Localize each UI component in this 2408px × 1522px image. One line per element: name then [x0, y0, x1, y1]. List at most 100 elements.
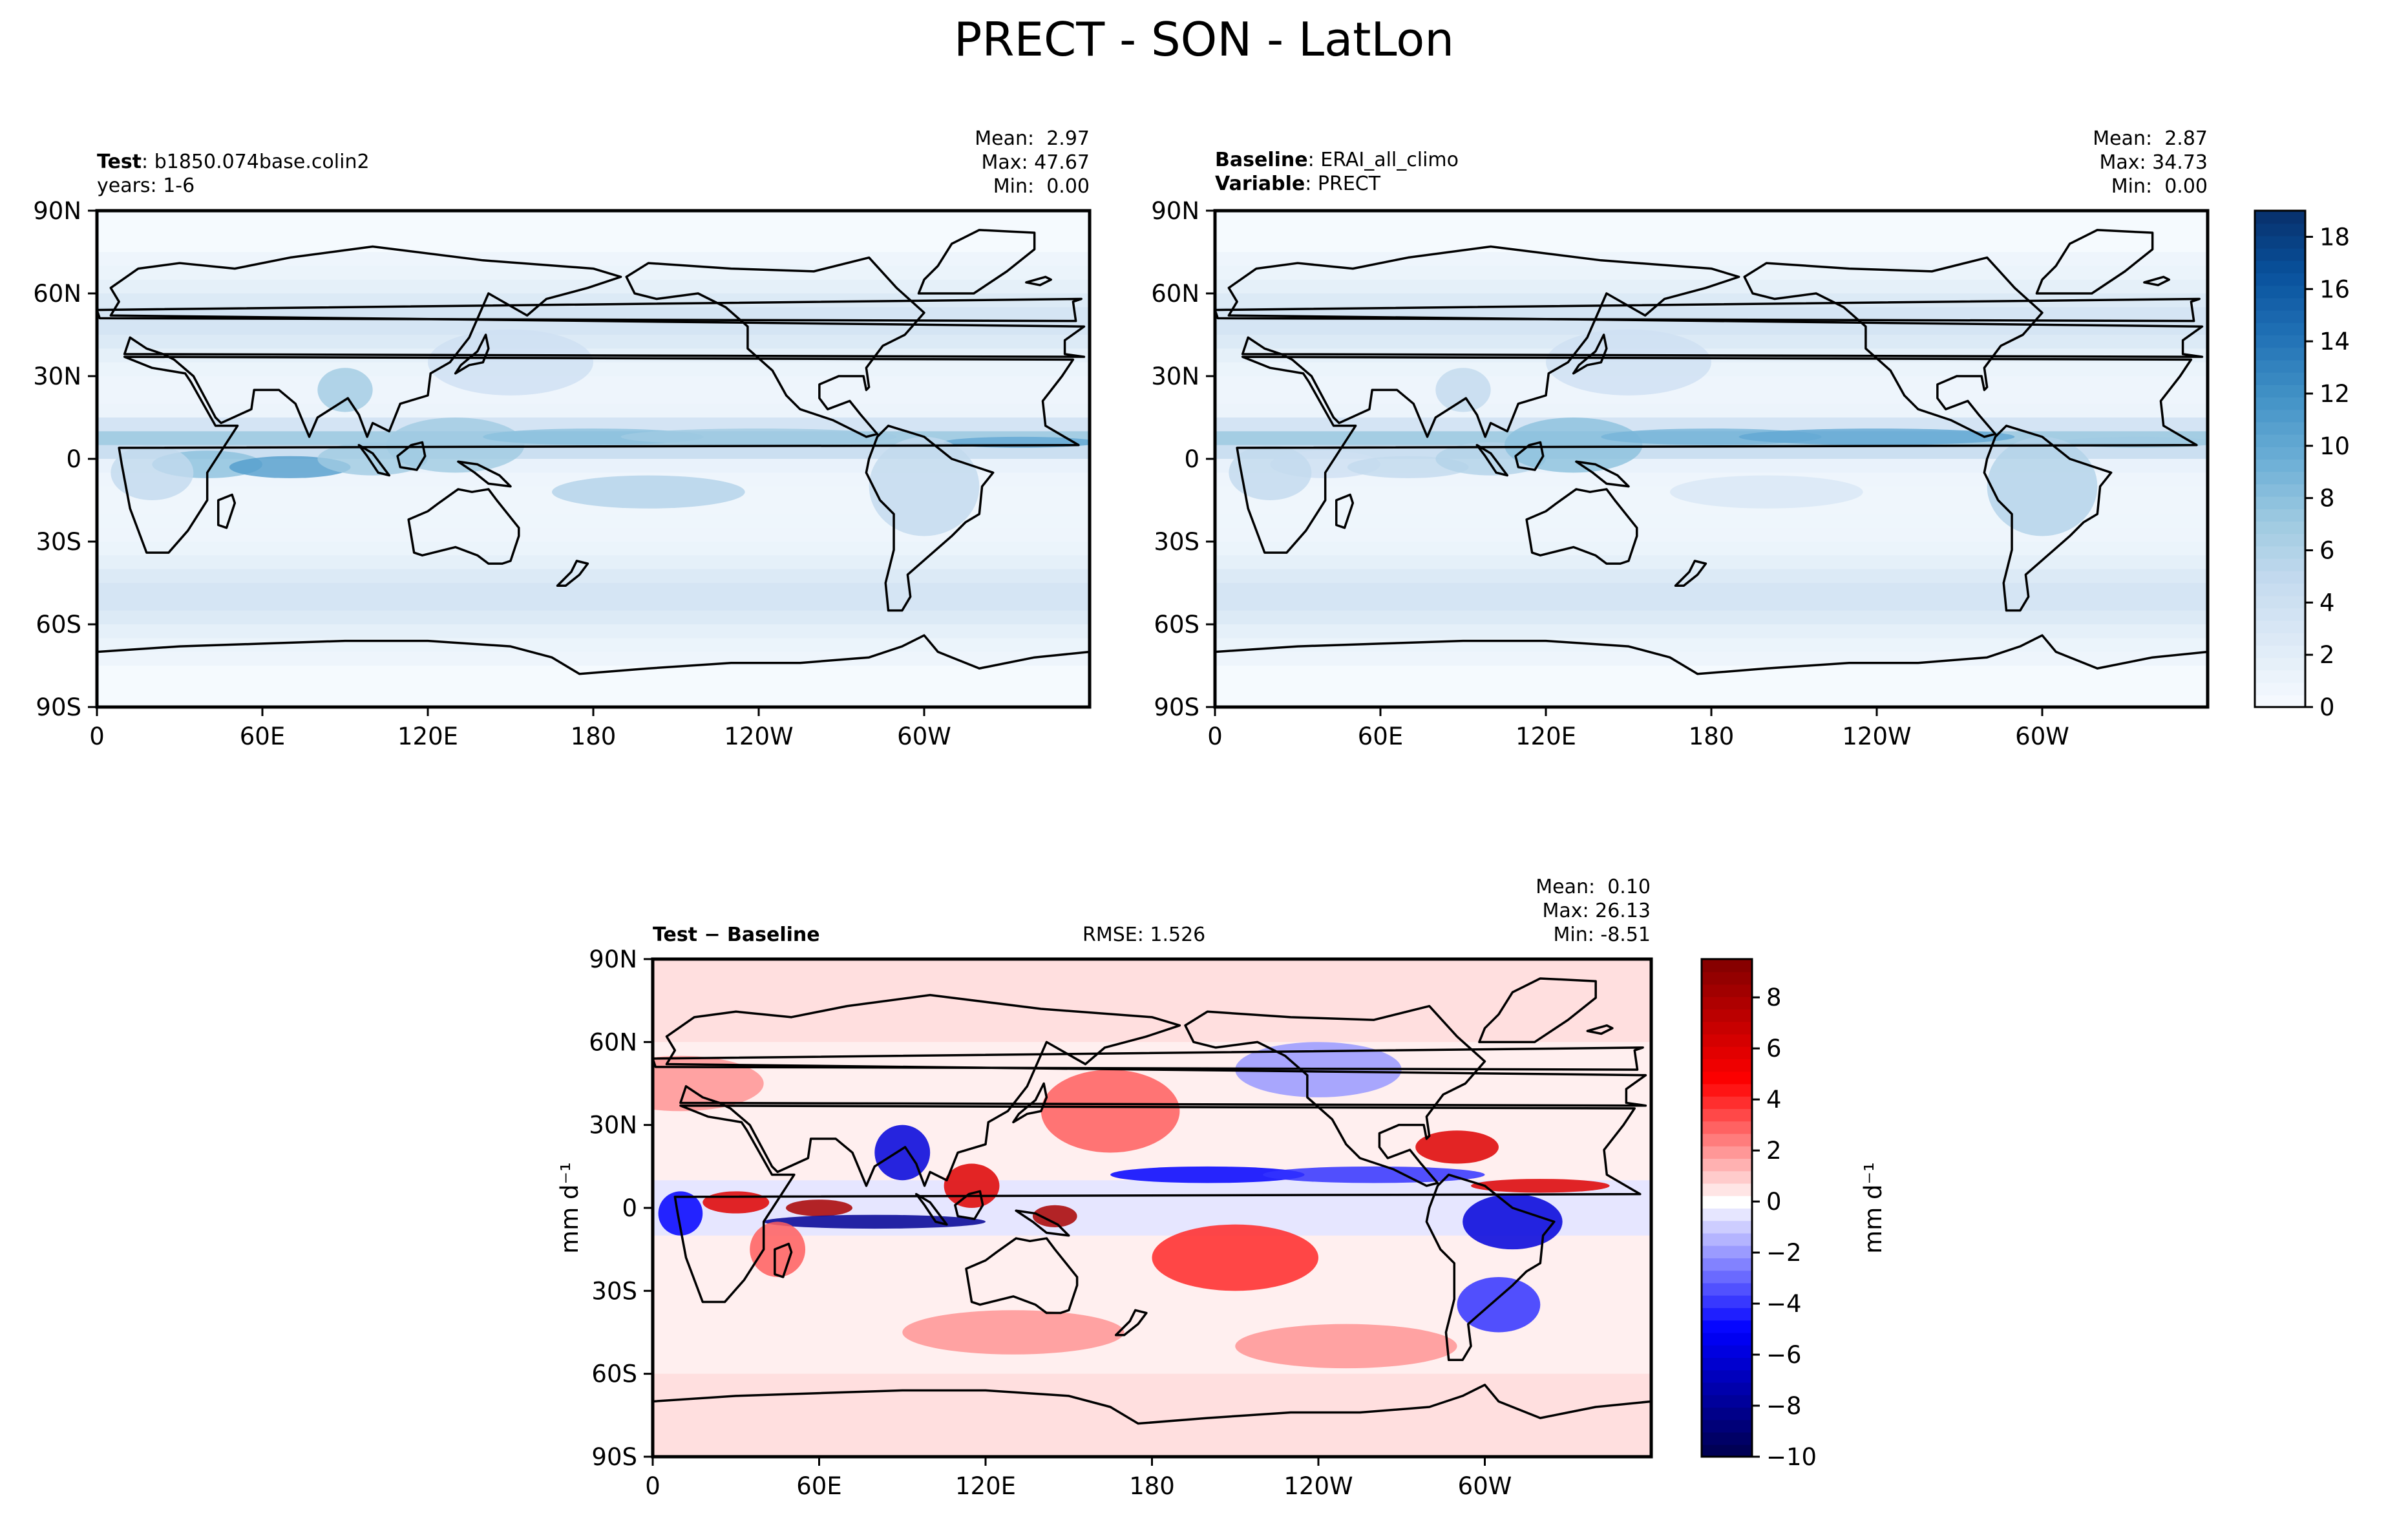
difference-band — [653, 959, 1651, 974]
rmse-label: RMSE: 1.526 — [1083, 924, 1206, 946]
x-tick-label: 120E — [397, 723, 458, 750]
coastline-australia — [0, 1238, 79, 1313]
diff-label: Test − Baseline — [653, 923, 820, 947]
difference-anomaly-blob — [944, 1163, 1000, 1209]
colorbar-step — [1702, 1369, 1752, 1383]
test-band — [97, 569, 1090, 584]
colorbar-tick-label: 0 — [1766, 1188, 1782, 1216]
colorbar-step — [1702, 1344, 1752, 1358]
baseline-band — [1215, 390, 2208, 405]
test-precip-blob — [317, 368, 373, 412]
x-tick-label: 60W — [1458, 1472, 1512, 1500]
baseline-mean: Mean: 2.87 — [2093, 127, 2208, 150]
y-tick-label: 0 — [1184, 445, 1199, 473]
coastline-namerica — [1184, 1004, 1486, 1187]
difference-band — [653, 1042, 1651, 1057]
x-tick-label: 60W — [2015, 723, 2069, 750]
difference-anomaly-blob — [1463, 1194, 1563, 1250]
baseline-band — [1215, 335, 2208, 350]
x-tick-label: 120E — [1516, 723, 1576, 750]
colorbar-step — [2255, 421, 2305, 435]
difference-anomaly-blob — [1415, 1130, 1499, 1164]
colorbar-step — [2255, 248, 2305, 261]
difference-band — [653, 1180, 1651, 1195]
baseline-band — [1215, 362, 2208, 377]
colorbar-step — [2255, 446, 2305, 460]
test-band — [97, 555, 1090, 570]
coastline-namerica — [1743, 256, 2044, 438]
difference-band — [653, 1443, 1651, 1457]
colorbar-step — [2255, 521, 2305, 534]
coastline-eurasia — [665, 993, 1647, 1187]
coastline-japan — [454, 333, 490, 375]
baseline-band — [1215, 569, 2208, 584]
coastline-iceland — [1025, 275, 1053, 286]
colorbar-step — [1702, 1357, 1752, 1371]
test-precip-blob — [428, 329, 593, 396]
difference-ylabel: mm d⁻¹ — [556, 1162, 584, 1254]
test-band — [97, 293, 1090, 308]
variable-label-value: PRECT — [1317, 173, 1381, 195]
difference-anomaly-blob — [1263, 1166, 1485, 1183]
baseline-precip-blob — [1546, 329, 1711, 396]
difference-anomaly-blob — [1471, 1179, 1610, 1193]
coastline-newguinea — [457, 460, 512, 488]
y-tick-label: 60S — [591, 1360, 637, 1388]
y-tick-label: 30S — [36, 528, 81, 556]
y-tick-label: 30S — [1154, 528, 1199, 556]
colorbar-step — [1702, 1033, 1752, 1047]
coastline-iceland — [2143, 275, 2171, 286]
diff-label-key: Test − Baseline — [653, 924, 820, 946]
colorbar-tick-label: 2 — [2319, 641, 2335, 669]
coastline-britain — [653, 1046, 1644, 1071]
coastline-sumatra — [1475, 443, 1509, 477]
coastline-antarctica — [97, 634, 1090, 707]
difference-anomaly-blob — [702, 1191, 770, 1214]
colorbar-step — [2255, 285, 2305, 299]
baseline-band — [1215, 417, 2208, 432]
difference-colorbar: 8 6 4 2 0 −2 −4 −6 −8 −10 mm d⁻¹ — [1700, 958, 1887, 1471]
colorbar-step — [1702, 1407, 1752, 1421]
colorbar-tick-label: 8 — [1766, 984, 1782, 1011]
colorbar-label: mm d⁻¹ — [1859, 1162, 1887, 1254]
coastline-britain — [97, 297, 1083, 322]
coastline-borneo — [954, 1190, 984, 1220]
x-tick-label: 60E — [796, 1472, 841, 1500]
difference-anomaly-blob — [1235, 1324, 1457, 1369]
difference-anomaly-blob — [1152, 1224, 1318, 1291]
x-tick-label: 60E — [1358, 723, 1403, 750]
colorbar-step — [2255, 372, 2305, 385]
test-label-value: b1850.074base.colin2 — [154, 151, 370, 173]
colorbar-step — [2255, 223, 2305, 237]
coastline-eurasia — [1227, 245, 2204, 438]
colorbar-step — [2255, 235, 2305, 249]
difference-anomaly-blob — [902, 1310, 1125, 1355]
test-band — [97, 335, 1090, 350]
coastline-iceland — [1586, 1024, 1614, 1035]
colorbar-step — [2255, 359, 2305, 373]
colorbar-step — [1702, 1258, 1752, 1271]
colorbar-step — [1702, 1158, 1752, 1172]
colorbar-tick-label: −6 — [1766, 1341, 1802, 1369]
colorbar-step — [1702, 971, 1752, 985]
colorbar-step — [2255, 211, 2305, 224]
difference-band — [653, 973, 1651, 988]
colorbar-step — [2255, 496, 2305, 509]
colorbar-step — [2255, 670, 2305, 683]
y-tick-label: 90S — [1154, 693, 1199, 721]
colorbar-step — [1702, 1183, 1752, 1196]
coastline-nz — [1674, 560, 1707, 587]
coastline-newguinea — [1015, 1209, 1070, 1237]
coastline-japan — [1012, 1082, 1048, 1124]
coastline-greenland — [1478, 977, 1597, 1044]
test-band — [97, 679, 1090, 694]
coastline-sumatra — [357, 443, 391, 477]
colorbar-step — [1702, 1121, 1752, 1134]
colorbar-step — [1702, 1332, 1752, 1346]
colorbar-step — [1702, 1320, 1752, 1333]
test-band — [97, 211, 1090, 226]
difference-band — [653, 1332, 1651, 1347]
coastline-australia — [407, 488, 520, 565]
coastline-australia — [1525, 488, 1638, 565]
